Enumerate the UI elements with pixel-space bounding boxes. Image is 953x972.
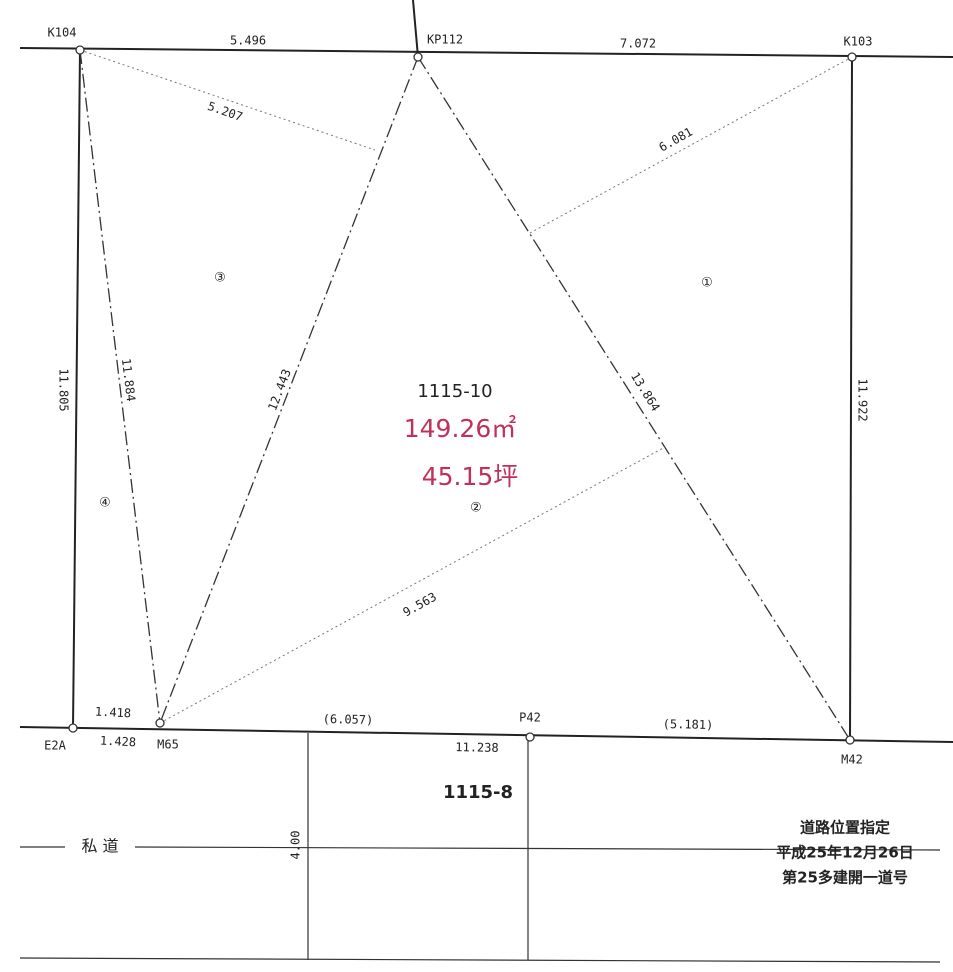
distance-label: 6.081 [657,125,695,155]
distance-label: 13.864 [628,370,663,414]
road-label: 私 道 [81,837,118,856]
distance-label: 9.563 [401,590,439,620]
survey-point [847,52,857,62]
road-line [134,846,941,851]
survey-point [75,45,85,55]
diagonal [79,49,161,724]
survey-point [413,52,423,62]
distance-label: 12.443 [265,367,294,412]
distance-label: 7.072 [620,37,656,51]
distance-label: 11.922 [856,378,870,421]
west-boundary [72,49,81,729]
road-line [19,957,941,963]
distance-label: 11.238 [455,740,499,755]
distance-label: 11.805 [57,368,71,411]
distance-label: (5.181) [663,717,714,732]
lot-area-tsubo: 45.15坪 [422,462,519,491]
distance-label: 1.418 [95,705,132,721]
point-label: K104 [48,26,77,40]
north-boundary [19,47,953,58]
distance-label: (6.057) [323,712,374,727]
note-line: 第25多建開一道号 [782,869,908,887]
distance-label: 11.884 [119,358,138,403]
note-line: 道路位置指定 [800,819,890,837]
adjacent-lot: 1115-8 [443,782,513,803]
survey-point [155,718,165,728]
north-stub [412,0,419,58]
south-boundary [19,726,953,743]
east-boundary [849,56,853,741]
point-label: KP112 [427,33,463,47]
survey-point [845,735,855,745]
survey-point [525,732,535,742]
distance-label: 1.428 [100,734,137,750]
region-marker: ① [701,276,713,291]
region-marker: ④ [99,496,111,511]
region-marker: ② [470,501,482,516]
height-line [159,446,666,724]
point-label: E2A [44,739,66,753]
lot-number: 1115-10 [417,381,492,402]
point-label: K103 [844,35,873,49]
point-label: M65 [157,738,179,752]
distance-label: 5.496 [230,34,266,48]
height-line [529,56,853,234]
point-label: M42 [841,753,863,767]
note-line: 平成25年12月26日 [776,844,914,862]
height-line [79,49,376,151]
diagonal [159,56,419,724]
distance-label: 5.207 [206,99,245,124]
survey-point [68,723,78,733]
point-label: P42 [519,711,541,725]
distance-label: 4.00 [289,831,303,860]
diagonal [417,56,851,741]
region-marker: ③ [214,271,226,286]
lot-area: 149.26㎡ [404,414,516,443]
